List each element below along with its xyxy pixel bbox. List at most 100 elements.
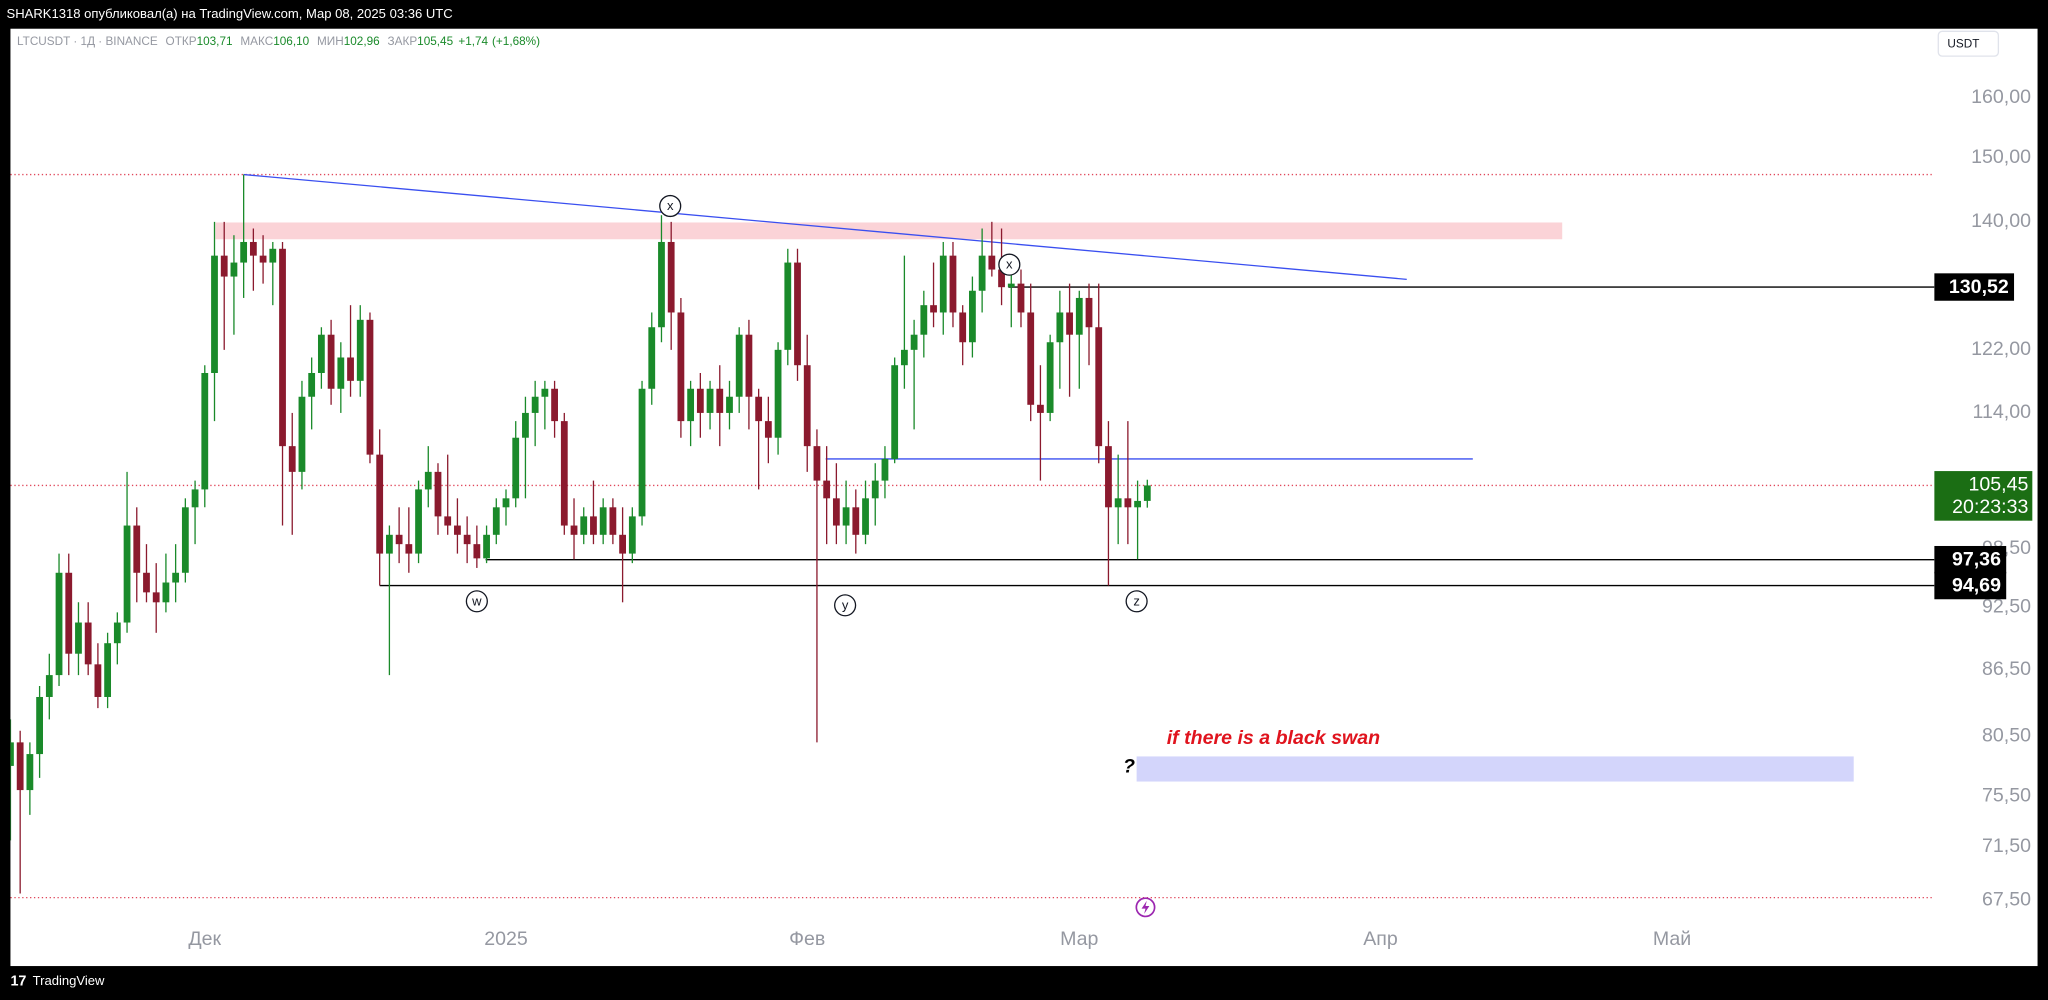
legend-value: 105,45: [417, 35, 453, 48]
brand: TradingView: [33, 973, 105, 988]
candle-body: [249, 241, 257, 256]
candle-body: [648, 327, 656, 389]
chart-area: [10, 28, 2038, 967]
last-price-label: 105,45: [1969, 474, 2029, 496]
y-tick-label: 150,00: [1971, 146, 2031, 168]
zone: [1136, 756, 1854, 782]
candle-body: [133, 525, 141, 573]
candle-body: [288, 446, 296, 472]
candle-body: [794, 262, 801, 366]
candle-body: [240, 241, 248, 263]
candle-body: [891, 365, 899, 459]
candle-body: [842, 507, 850, 526]
level-label: 97,36: [1952, 549, 2001, 571]
candle-body: [755, 396, 763, 422]
wave-label: y: [842, 597, 849, 612]
candle-body: [570, 525, 578, 535]
y-tick-label: 122,00: [1971, 338, 2031, 360]
candle-body: [628, 516, 636, 554]
x-tick-label: 2025: [484, 928, 528, 950]
candle-body: [327, 334, 335, 389]
candle-body: [764, 421, 772, 438]
candle-body: [463, 534, 471, 545]
candle-body: [16, 742, 24, 791]
candle-body: [1105, 446, 1112, 508]
candle-body: [317, 334, 325, 373]
candle-body: [454, 525, 461, 535]
candle-body: [823, 480, 831, 499]
legend-name: МАКС: [240, 35, 273, 48]
candle-body: [978, 255, 986, 291]
change: +1,74: [458, 35, 488, 48]
candle-body: [930, 305, 937, 313]
y-tick-label: 80,50: [1982, 725, 2031, 747]
level-label: 130,52: [1949, 276, 2009, 298]
candle-body: [706, 388, 714, 413]
annotation: if there is a black swan: [1167, 727, 1380, 749]
trend-line: [243, 173, 1407, 281]
candle-body: [852, 507, 860, 535]
candle-body: [881, 458, 889, 481]
candle-body: [745, 334, 753, 397]
candle-body: [220, 255, 228, 277]
y-tick-label: 114,00: [1973, 401, 2032, 423]
legend-value: 106,10: [273, 35, 309, 48]
price-axis: 160,00150,00140,00122,00114,0098,5092,50…: [1934, 86, 2033, 911]
candle-body: [871, 480, 879, 499]
candle-body: [211, 255, 218, 373]
candle-body: [667, 241, 675, 313]
candle-body: [560, 421, 568, 526]
candle-body: [696, 388, 704, 413]
candle-body: [1056, 312, 1064, 343]
candle-body: [279, 248, 286, 447]
wave-label-circle: [659, 194, 682, 218]
candle-body: [65, 572, 73, 654]
legend: LTCUSDT · 1Д · BINANCE ОТКР103,71 МАКС106,…: [17, 35, 540, 48]
candle-body: [1037, 404, 1044, 413]
candle-body: [1095, 327, 1103, 447]
y-tick-label: 71,50: [1982, 835, 2031, 857]
currency-box: USDT: [1937, 30, 2000, 57]
wave-label-circle: [465, 590, 488, 613]
candle-body: [813, 446, 821, 481]
y-tick-label: 75,50: [1982, 784, 2031, 806]
level-label: 94,69: [1952, 574, 2001, 596]
wave-label: w: [471, 593, 482, 608]
candle-body: [677, 312, 685, 422]
candle-body: [619, 534, 627, 554]
currency-frame: [1937, 30, 2000, 57]
candle-body: [386, 534, 393, 554]
candle-body: [94, 664, 102, 697]
candle-body: [84, 622, 92, 665]
candle-body: [483, 534, 490, 559]
candle-body: [36, 696, 43, 755]
x-tick-label: Мар: [1060, 928, 1098, 950]
candle-body: [104, 643, 112, 697]
candle-body: [502, 498, 510, 508]
candle-body: [541, 388, 549, 397]
candle-body: [609, 507, 617, 535]
candle-body: [405, 544, 413, 554]
candle-body: [434, 471, 442, 517]
candle-body: [920, 305, 928, 335]
logo-mark: 17: [10, 974, 26, 990]
candle-body: [444, 516, 452, 526]
candle-body: [900, 349, 908, 366]
candle-body: [1017, 283, 1025, 313]
candle-body: [366, 319, 374, 455]
y-tick-label: 92,50: [1982, 595, 2031, 617]
candle-body: [1046, 342, 1054, 413]
candle-body: [658, 241, 665, 328]
candle-body: [969, 290, 976, 343]
y-tick-label: 140,00: [1971, 210, 2031, 232]
x-tick-label: Фев: [789, 928, 825, 950]
candle-body: [123, 525, 131, 623]
candle-body: [1007, 283, 1015, 288]
candle-body: [784, 262, 792, 350]
logo: 17 TradingView: [10, 973, 105, 989]
candle-body: [337, 357, 345, 389]
publish-info: SHARK1318 опубликовал(а) на TradingView.…: [7, 6, 453, 21]
y-tick-label: 67,50: [1982, 889, 2031, 911]
candle-body: [113, 622, 121, 644]
